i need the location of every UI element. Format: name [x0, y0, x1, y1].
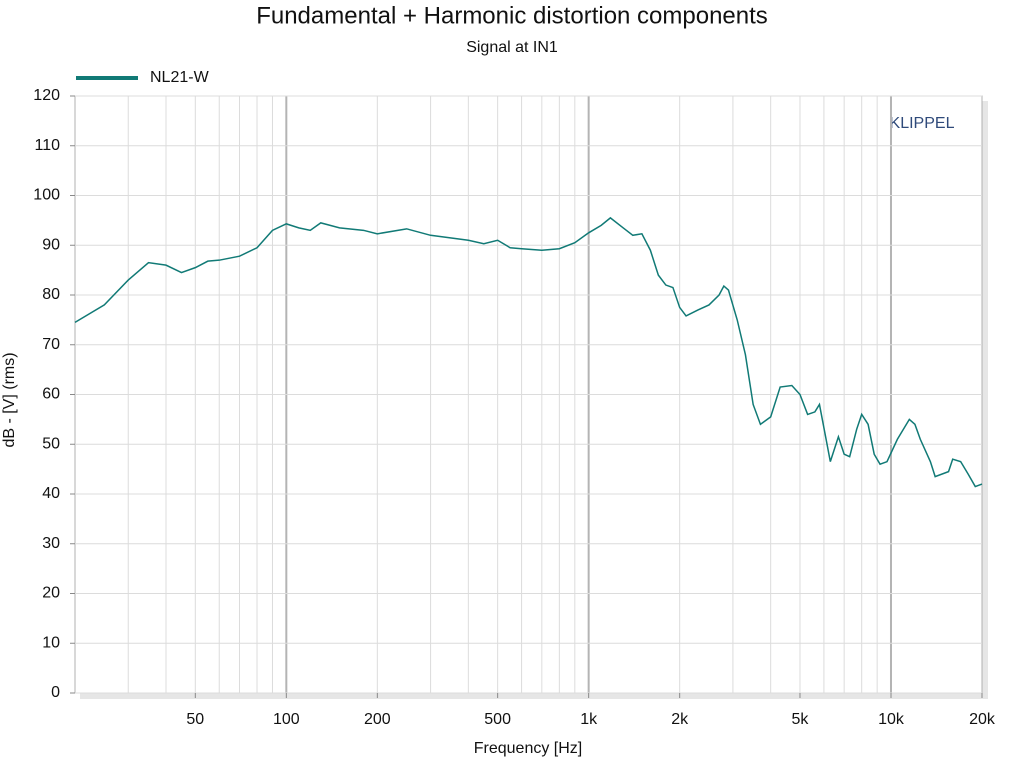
- x-tick-label: 1k: [580, 711, 598, 728]
- y-tick-label: 60: [42, 386, 60, 403]
- x-tick-label: 100: [273, 711, 300, 728]
- chart-title: Fundamental + Harmonic distortion compon…: [256, 2, 768, 29]
- y-tick-label: 10: [42, 634, 60, 651]
- chart-subtitle: Signal at IN1: [466, 39, 558, 56]
- y-tick-label: 110: [34, 137, 60, 154]
- x-tick-label: 500: [484, 711, 511, 728]
- data-line: [74, 216, 983, 488]
- y-axis-label: dB - [V] (rms): [1, 352, 18, 447]
- y-tick-label: 120: [33, 87, 60, 104]
- x-axis-label: Frequency [Hz]: [474, 740, 582, 757]
- x-tick-label: 2k: [671, 711, 689, 728]
- y-tick-label: 50: [42, 435, 60, 452]
- y-tick-label: 100: [33, 187, 60, 204]
- y-tick-label: 40: [42, 485, 60, 502]
- x-tick-label: 50: [186, 711, 204, 728]
- x-tick-label: 5k: [792, 711, 810, 728]
- x-tick-label: 20k: [969, 711, 996, 728]
- x-tick-label: 200: [364, 711, 391, 728]
- y-tick-label: 90: [42, 236, 60, 253]
- legend-label: NL21-W: [150, 69, 210, 86]
- y-tick-label: 80: [42, 286, 60, 303]
- y-tick-label: 20: [42, 585, 60, 602]
- watermark: KLIPPEL: [890, 115, 955, 132]
- x-tick-label: 10k: [878, 711, 905, 728]
- y-tick-label: 30: [42, 535, 60, 552]
- y-tick-label: 70: [42, 336, 60, 353]
- y-tick-label: 0: [51, 684, 60, 701]
